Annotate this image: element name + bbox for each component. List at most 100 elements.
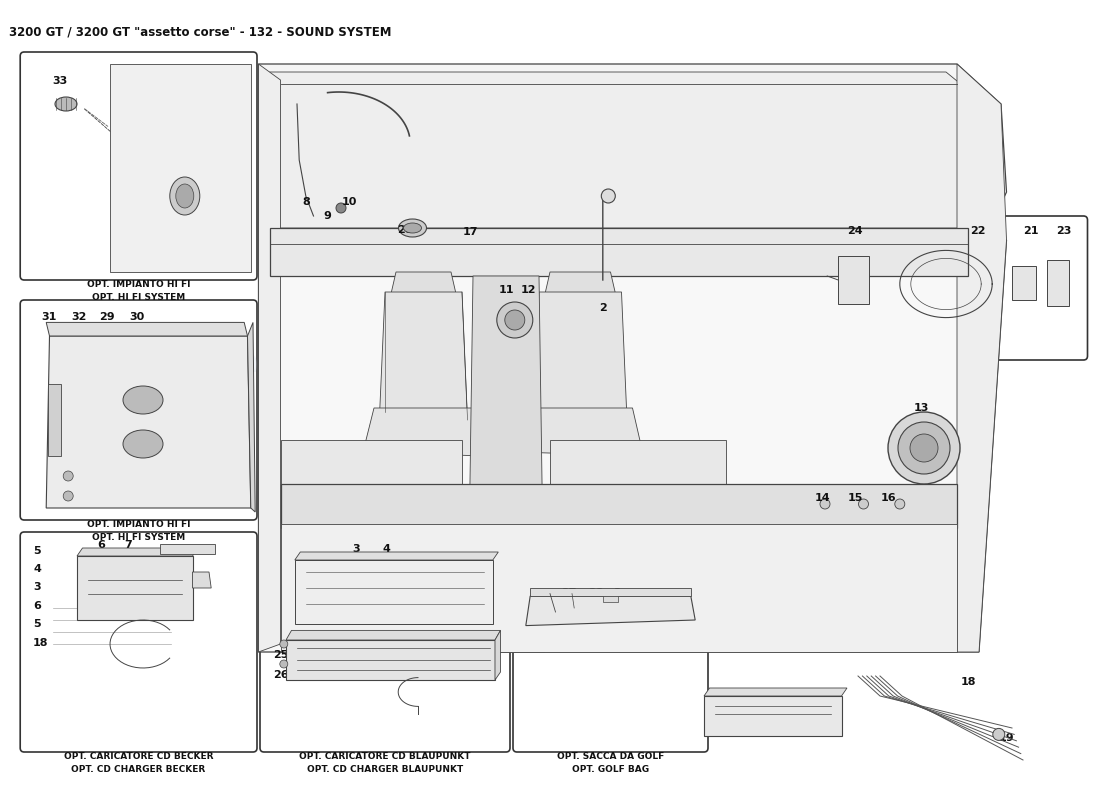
- Polygon shape: [258, 64, 1006, 240]
- Text: OPT. CD CHARGER BLAUPUNKT: OPT. CD CHARGER BLAUPUNKT: [307, 765, 463, 774]
- Text: 32: 32: [72, 312, 87, 322]
- Text: 4: 4: [383, 544, 390, 554]
- Ellipse shape: [404, 223, 421, 233]
- Polygon shape: [77, 548, 198, 556]
- Polygon shape: [838, 256, 869, 304]
- Polygon shape: [390, 272, 456, 296]
- Text: OPT. HI FI SYSTEM: OPT. HI FI SYSTEM: [92, 533, 185, 542]
- Circle shape: [497, 302, 532, 338]
- Text: 10: 10: [342, 197, 358, 206]
- Polygon shape: [544, 272, 616, 296]
- Text: 21: 21: [1023, 226, 1038, 235]
- Text: 3: 3: [33, 582, 41, 592]
- Polygon shape: [295, 560, 493, 624]
- Polygon shape: [704, 688, 847, 696]
- FancyBboxPatch shape: [20, 52, 257, 280]
- Text: 3: 3: [614, 588, 622, 598]
- Polygon shape: [77, 556, 192, 620]
- Text: OPT. SACCA DA GOLF: OPT. SACCA DA GOLF: [557, 752, 664, 761]
- Polygon shape: [526, 596, 695, 626]
- FancyBboxPatch shape: [513, 532, 708, 752]
- Text: OPT. CARICATORE CD BECKER: OPT. CARICATORE CD BECKER: [64, 752, 213, 761]
- Ellipse shape: [123, 430, 163, 458]
- Text: 9: 9: [323, 211, 332, 221]
- Circle shape: [894, 499, 905, 509]
- Text: 26: 26: [273, 670, 288, 679]
- Circle shape: [910, 434, 938, 462]
- Text: 5: 5: [33, 546, 41, 555]
- Polygon shape: [468, 276, 544, 652]
- Polygon shape: [258, 240, 1006, 652]
- Polygon shape: [1012, 266, 1036, 300]
- Text: 23: 23: [1056, 226, 1071, 235]
- Text: 1: 1: [744, 707, 752, 717]
- Polygon shape: [48, 384, 60, 456]
- Polygon shape: [363, 408, 484, 456]
- Text: 11: 11: [498, 285, 514, 294]
- FancyBboxPatch shape: [260, 532, 510, 752]
- Ellipse shape: [123, 386, 163, 414]
- Polygon shape: [530, 588, 691, 596]
- Text: OPT. IMPIANTO HI FI: OPT. IMPIANTO HI FI: [87, 280, 190, 289]
- Polygon shape: [46, 336, 251, 508]
- Polygon shape: [495, 630, 500, 680]
- FancyBboxPatch shape: [829, 216, 1088, 360]
- Circle shape: [993, 728, 1004, 741]
- Circle shape: [858, 499, 869, 509]
- Text: OPT. CD CHARGER BECKER: OPT. CD CHARGER BECKER: [72, 765, 206, 774]
- Text: 18: 18: [960, 677, 976, 686]
- Polygon shape: [280, 484, 957, 528]
- Text: 24: 24: [847, 226, 862, 235]
- Text: 29: 29: [99, 312, 114, 322]
- Text: 12: 12: [520, 285, 536, 294]
- Circle shape: [888, 412, 960, 484]
- Polygon shape: [270, 72, 999, 228]
- Polygon shape: [957, 64, 1006, 652]
- Ellipse shape: [176, 184, 194, 208]
- Text: 20: 20: [397, 226, 412, 235]
- Text: 6: 6: [97, 540, 104, 550]
- Text: 28: 28: [588, 588, 604, 598]
- Polygon shape: [1047, 260, 1069, 306]
- Text: 19: 19: [999, 733, 1014, 742]
- Text: 33: 33: [53, 76, 68, 86]
- Text: OPT. CARICATORE CD BLAUPUNKT: OPT. CARICATORE CD BLAUPUNKT: [299, 752, 471, 761]
- Circle shape: [505, 310, 525, 330]
- Ellipse shape: [169, 177, 200, 215]
- Text: 18: 18: [33, 638, 48, 648]
- Text: 6: 6: [33, 601, 41, 611]
- FancyBboxPatch shape: [20, 532, 257, 752]
- Text: 4: 4: [33, 564, 41, 574]
- Text: 16: 16: [881, 493, 896, 502]
- Polygon shape: [603, 596, 618, 602]
- Text: 7: 7: [124, 540, 132, 550]
- Polygon shape: [286, 640, 495, 680]
- Text: eurospares: eurospares: [216, 337, 620, 399]
- Polygon shape: [192, 572, 211, 588]
- Polygon shape: [110, 64, 251, 272]
- Polygon shape: [286, 630, 500, 640]
- Text: 27: 27: [561, 588, 576, 598]
- Polygon shape: [46, 322, 248, 336]
- Text: 2: 2: [598, 303, 607, 313]
- Circle shape: [898, 422, 950, 474]
- Text: OPT. IMPIANTO HI FI: OPT. IMPIANTO HI FI: [87, 520, 190, 529]
- Polygon shape: [379, 292, 467, 420]
- Circle shape: [63, 471, 74, 481]
- Circle shape: [279, 640, 288, 648]
- Circle shape: [279, 660, 288, 668]
- Polygon shape: [534, 292, 627, 420]
- Text: 17: 17: [463, 227, 478, 237]
- Text: 15: 15: [848, 493, 864, 502]
- Text: 13: 13: [914, 403, 929, 413]
- Text: 30: 30: [130, 312, 145, 322]
- Text: OPT. GOLF BAG: OPT. GOLF BAG: [572, 765, 649, 774]
- Text: 25: 25: [273, 650, 288, 659]
- Polygon shape: [704, 696, 842, 736]
- Polygon shape: [280, 440, 462, 488]
- Ellipse shape: [398, 219, 427, 237]
- Text: 22: 22: [970, 226, 986, 235]
- Polygon shape: [160, 544, 215, 554]
- Circle shape: [820, 499, 830, 509]
- Text: 5: 5: [33, 619, 41, 629]
